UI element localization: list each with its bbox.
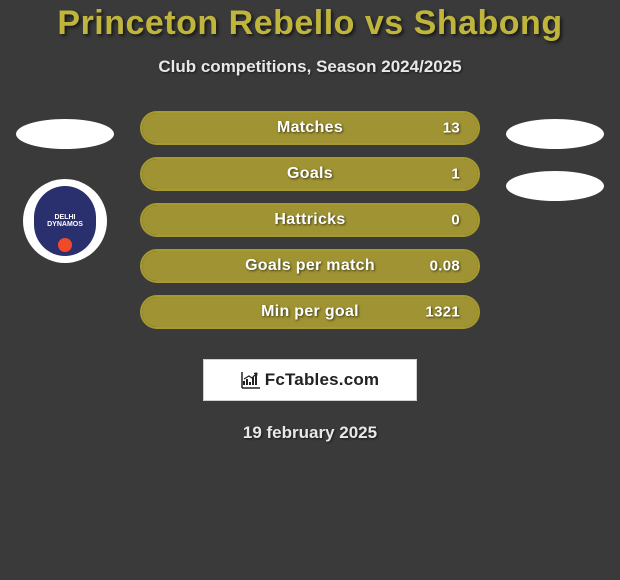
- stat-value: 1321: [425, 304, 460, 321]
- stat-value: 0: [451, 212, 460, 229]
- right-player-name-placeholder: [506, 119, 604, 149]
- stat-row: Matches 13: [140, 111, 480, 145]
- left-team-badge: DELHI DYNAMOS: [23, 179, 107, 263]
- stat-label: Min per goal: [261, 303, 359, 321]
- stat-label: Matches: [277, 119, 343, 137]
- stat-row: Min per goal 1321: [140, 295, 480, 329]
- branding-text: FcTables.com: [265, 370, 380, 390]
- left-player-col: DELHI DYNAMOS: [10, 111, 120, 263]
- team-badge-shield: DELHI DYNAMOS: [34, 186, 96, 256]
- branding-box[interactable]: FcTables.com: [203, 359, 417, 401]
- left-player-name-placeholder: [16, 119, 114, 149]
- page-title: Princeton Rebello vs Shabong: [0, 4, 620, 43]
- stat-label: Goals: [287, 165, 333, 183]
- stats-column: Matches 13 Goals 1 Hattricks 0 Goals per match…: [140, 111, 480, 341]
- content-row: DELHI DYNAMOS Matches 13 Goals 1 Hattricks 0 G…: [0, 111, 620, 341]
- team-badge-text-top: DELHI: [55, 214, 76, 221]
- stat-label: Hattricks: [274, 211, 345, 229]
- chart-growth-icon: [241, 371, 261, 389]
- snapshot-date: 19 february 2025: [0, 423, 620, 443]
- stat-label: Goals per match: [245, 257, 375, 275]
- stat-value: 0.08: [430, 258, 460, 275]
- right-player-col: [500, 111, 610, 201]
- stat-row: Hattricks 0: [140, 203, 480, 237]
- stat-value: 13: [443, 120, 460, 137]
- right-team-placeholder: [506, 171, 604, 201]
- comparison-infographic: Princeton Rebello vs Shabong Club compet…: [0, 0, 620, 443]
- page-subtitle: Club competitions, Season 2024/2025: [0, 57, 620, 77]
- stat-row: Goals 1: [140, 157, 480, 191]
- team-badge-text-bottom: DYNAMOS: [47, 221, 83, 228]
- stat-row: Goals per match 0.08: [140, 249, 480, 283]
- stat-value: 1: [451, 166, 460, 183]
